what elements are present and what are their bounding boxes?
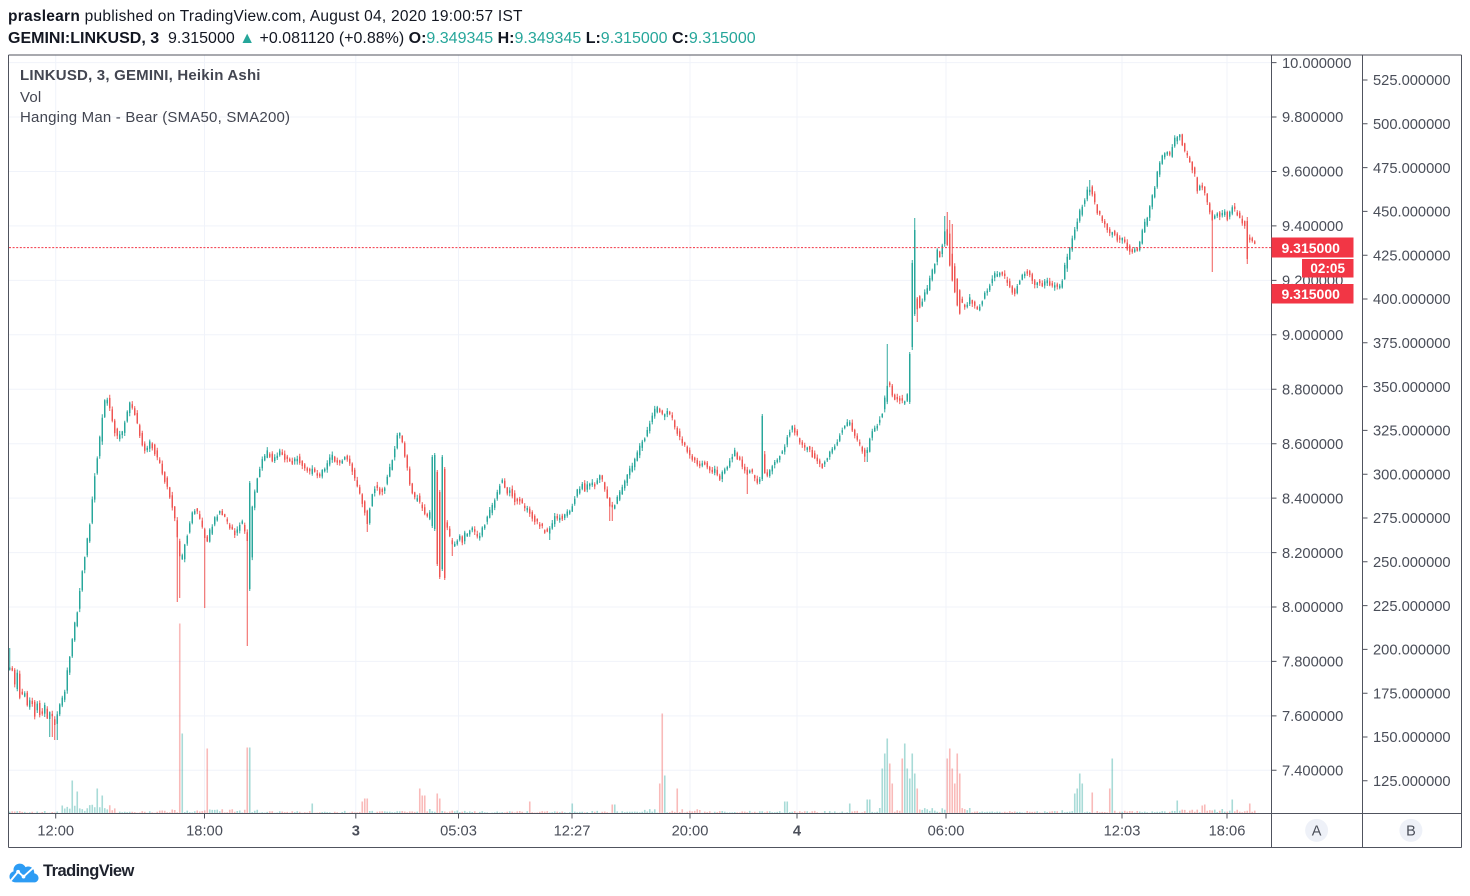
svg-text:9.000000: 9.000000 bbox=[1282, 328, 1343, 344]
svg-text:475.000000: 475.000000 bbox=[1373, 161, 1451, 177]
svg-text:175.000000: 175.000000 bbox=[1373, 686, 1451, 702]
svg-text:125.000000: 125.000000 bbox=[1373, 774, 1451, 790]
svg-text:325.000000: 325.000000 bbox=[1373, 424, 1451, 440]
svg-text:225.000000: 225.000000 bbox=[1373, 599, 1451, 615]
svg-text:250.000000: 250.000000 bbox=[1373, 555, 1451, 571]
svg-text:8.800000: 8.800000 bbox=[1282, 382, 1343, 398]
svg-text:10.000000: 10.000000 bbox=[1282, 56, 1351, 72]
svg-text:9.800000: 9.800000 bbox=[1282, 110, 1343, 126]
svg-text:18:06: 18:06 bbox=[1209, 824, 1246, 840]
svg-text:18:00: 18:00 bbox=[186, 824, 223, 840]
svg-text:275.000000: 275.000000 bbox=[1373, 511, 1451, 527]
svg-text:4: 4 bbox=[793, 824, 802, 840]
svg-text:9.315000: 9.315000 bbox=[1282, 240, 1341, 256]
svg-text:05:03: 05:03 bbox=[440, 824, 477, 840]
svg-text:150.000000: 150.000000 bbox=[1373, 730, 1451, 746]
svg-text:400.000000: 400.000000 bbox=[1373, 292, 1451, 308]
svg-text:7.400000: 7.400000 bbox=[1282, 764, 1343, 780]
svg-text:8.000000: 8.000000 bbox=[1282, 600, 1343, 616]
svg-text:9.600000: 9.600000 bbox=[1282, 165, 1343, 181]
svg-text:8.600000: 8.600000 bbox=[1282, 437, 1343, 453]
svg-text:200.000000: 200.000000 bbox=[1373, 643, 1451, 659]
svg-text:8.200000: 8.200000 bbox=[1282, 546, 1343, 562]
svg-text:450.000000: 450.000000 bbox=[1373, 205, 1451, 221]
svg-text:9.315000: 9.315000 bbox=[1282, 286, 1341, 302]
svg-text:02:05: 02:05 bbox=[1310, 261, 1345, 276]
svg-text:A: A bbox=[1312, 824, 1322, 840]
svg-text:3: 3 bbox=[352, 824, 360, 840]
svg-text:500.000000: 500.000000 bbox=[1373, 117, 1451, 133]
svg-text:8.400000: 8.400000 bbox=[1282, 491, 1343, 507]
svg-text:350.000000: 350.000000 bbox=[1373, 380, 1451, 396]
svg-text:375.000000: 375.000000 bbox=[1373, 336, 1451, 352]
svg-text:7.600000: 7.600000 bbox=[1282, 709, 1343, 725]
svg-text:300.000000: 300.000000 bbox=[1373, 467, 1451, 483]
svg-text:425.000000: 425.000000 bbox=[1373, 248, 1451, 264]
svg-text:06:00: 06:00 bbox=[928, 824, 965, 840]
svg-text:12:03: 12:03 bbox=[1104, 824, 1141, 840]
svg-text:525.000000: 525.000000 bbox=[1373, 73, 1451, 89]
svg-text:B: B bbox=[1406, 824, 1416, 840]
svg-text:7.800000: 7.800000 bbox=[1282, 655, 1343, 671]
svg-text:12:27: 12:27 bbox=[554, 824, 591, 840]
svg-text:20:00: 20:00 bbox=[672, 824, 709, 840]
svg-text:9.400000: 9.400000 bbox=[1282, 219, 1343, 235]
svg-text:12:00: 12:00 bbox=[37, 824, 74, 840]
